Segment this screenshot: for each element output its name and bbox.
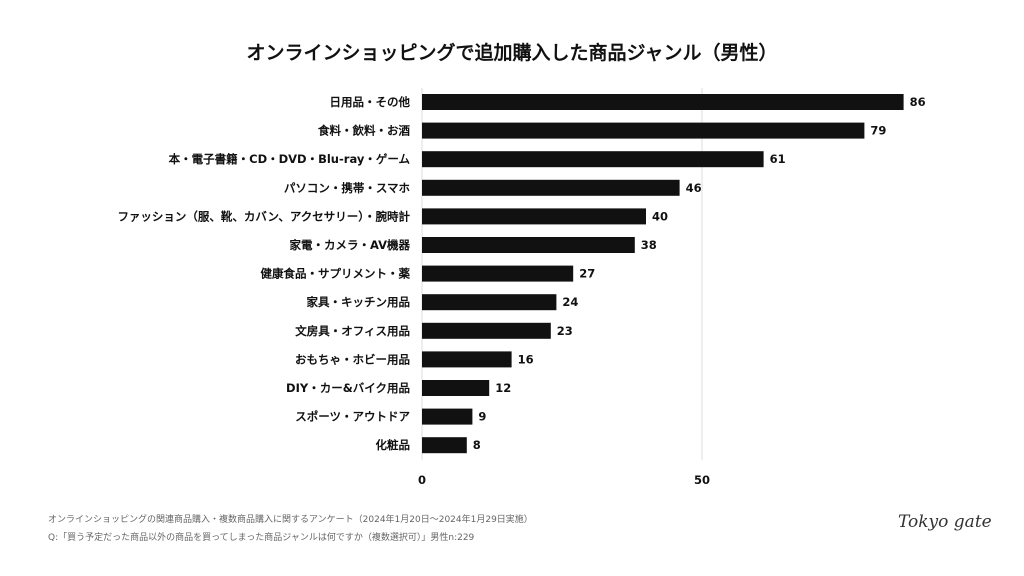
value-label: 79 [870,124,886,138]
x-tick-label: 50 [694,473,710,487]
category-label: パソコン・携帯・スマホ [284,181,411,195]
bar [422,322,551,339]
bar [422,265,574,282]
bar-chart: 日用品・その他 86 食料・飲料・お酒 79 本・電子書籍・CD・DVD・Blu-ray… [117,88,926,487]
value-label: 9 [478,410,486,424]
bar [422,408,473,425]
value-label: 38 [641,238,657,252]
value-label: 12 [495,381,511,395]
category-label: DIY・カー&バイク用品 [286,381,410,395]
category-label: 日用品・その他 [330,95,411,109]
bar [422,179,680,196]
bar [422,294,557,311]
chart-title: オンラインショッピングで追加購入した商品ジャンル（男性） [246,42,778,64]
value-label: 27 [579,267,595,281]
value-label: 46 [686,181,702,195]
category-label: 健康食品・サプリメント・薬 [261,267,411,281]
bar [422,237,635,253]
value-label: 8 [473,438,481,452]
category-label: 化粧品 [376,438,411,452]
category-label: 家具・キッチン用品 [307,295,411,309]
category-label: 食料・飲料・お酒 [318,124,410,138]
category-label: 本・電子書籍・CD・DVD・Blu-ray・ゲーム [169,152,411,166]
bar [422,351,512,368]
value-label: 61 [770,152,786,166]
value-label: 86 [910,95,926,109]
bar [422,380,490,396]
bar [422,437,467,454]
x-tick-label: 0 [418,473,426,487]
category-label: おもちゃ・ホビー用品 [295,352,410,366]
bar [422,94,904,110]
bar [422,151,764,168]
category-label: 文房具・オフィス用品 [295,324,410,338]
category-label: ファッション（服、靴、カバン、アクセサリー）・腕時計 [117,209,410,223]
value-label: 16 [518,352,534,366]
value-label: 24 [562,295,578,309]
question-note: Q:「買う予定だった商品以外の商品を買ってしまった商品ジャンルは何ですか（複数選… [48,533,475,543]
survey-note: オンラインショッピングの関連商品購入・複数商品購入に関するアンケート（2024年… [48,515,533,525]
category-label: 家電・カメラ・AV機器 [289,238,410,252]
tokyo-gate-logo: Tokyo gate [898,512,992,532]
value-label: 23 [557,324,573,338]
bar [422,208,646,225]
bar [422,122,865,139]
category-label: スポーツ・アウトドア [295,410,410,424]
value-label: 40 [652,209,668,223]
